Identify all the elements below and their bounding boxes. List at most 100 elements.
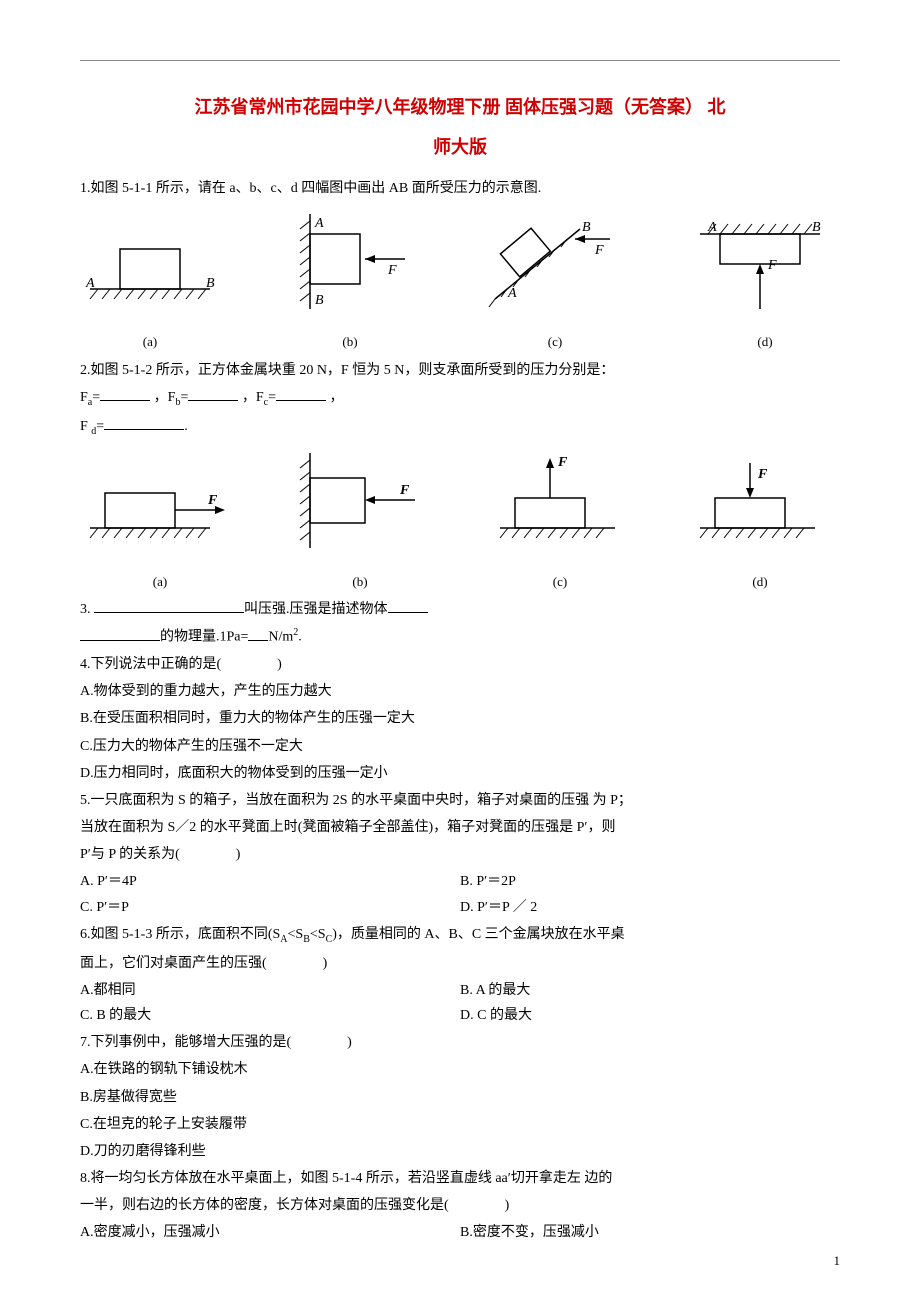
svg-text:B: B [812,220,821,235]
q6-t1: 6.如图 5-1-3 所示，底面积不同(S [80,927,280,942]
diagram-2c: F [480,448,640,558]
q5-opts-row2: C. P′＝P D. P′＝P ／ 2 [80,895,840,920]
q2-period: . [184,419,188,434]
q5-opt-c: C. P′＝P [80,895,460,920]
diagram-1b: A B F [280,209,420,319]
q2-fd-eq: = [96,419,104,434]
svg-text:B: B [582,220,591,235]
q5-opts-row1: A. P′＝4P B. P′＝2P [80,869,840,894]
question-8-line2: 一半，则右边的长方体的密度，长方体对桌面的压强变化是( ) [80,1193,840,1218]
blank-q3-3 [80,626,160,641]
fig-1c: A B F (c) [480,209,630,354]
svg-text:A: A [85,276,95,291]
diagram-1a: A B [80,229,220,319]
diagram-2d: F [680,448,840,558]
question-1: 1.如图 5-1-1 所示，请在 a、b、c、d 四幅图中画出 AB 面所受压力… [80,176,840,201]
figure-row-1: A B (a) A B F (b) [80,209,840,354]
svg-text:A: A [707,220,717,235]
fig-2d-label: (d) [680,570,840,593]
svg-text:F: F [387,263,397,278]
question-2-line3: F d=. [80,414,840,441]
q4-opt-c: C.压力大的物体产生的压强不一定大 [80,734,840,759]
fig-1a-label: (a) [80,330,220,353]
q8-opt-a: A.密度减小，压强减小 [80,1220,460,1245]
q6-t3: <S [310,927,326,942]
blank-fc [276,386,326,401]
question-3-line1: 3. 叫压强.压强是描述物体 [80,597,840,622]
q3-prefix: 3. [80,602,94,617]
diagram-2a: F [80,468,240,558]
svg-text:F: F [767,258,777,273]
fig-2b-label: (b) [280,570,440,593]
q7-opt-a: A.在铁路的钢轨下铺设枕木 [80,1057,840,1082]
question-6-line2: 面上，它们对桌面产生的压强( ) [80,951,840,976]
fig-2c-label: (c) [480,570,640,593]
blank-fb [188,386,238,401]
q4-opt-a: A.物体受到的重力越大，产生的压力越大 [80,679,840,704]
blank-q3-2 [388,598,428,613]
question-6-line1: 6.如图 5-1-3 所示，底面积不同(SA<SB<SC)，质量相同的 A、B、… [80,922,840,949]
q4-opt-b: B.在受压面积相同时，重力大的物体产生的压强一定大 [80,706,840,731]
svg-text:B: B [315,293,324,308]
question-7: 7.下列事例中，能够增大压强的是( ) [80,1030,840,1055]
fig-1b: A B F (b) [280,209,420,354]
q3-mid2: 的物理量.1Pa= [160,630,248,645]
q8-opts-row1: A.密度减小，压强减小 B.密度不变，压强减小 [80,1220,840,1245]
q6-opt-a: A.都相同 [80,978,460,1003]
question-8-line1: 8.将一均匀长方体放在水平桌面上，如图 5-1-4 所示，若沿竖直虚线 aa′切… [80,1166,840,1191]
question-2-line2: Fa= ，Fb= ，Fc= ， [80,385,840,412]
q4-opt-d: D.压力相同时，底面积大的物体受到的压强一定小 [80,761,840,786]
question-5-line1: 5.一只底面积为 S 的箱子，当放在面积为 2S 的水平桌面中央时，箱子对桌面的… [80,788,840,813]
diagram-1c: A B F [480,209,630,319]
q2-fa: F [80,390,88,405]
svg-text:A: A [314,216,324,231]
q2-fc: ，F [242,390,264,405]
q2-fb-eq: = [180,390,188,405]
q6-opt-c: C. B 的最大 [80,1003,460,1028]
q7-opt-c: C.在坦克的轮子上安装履带 [80,1112,840,1137]
q6-sb: B [303,934,310,945]
svg-text:F: F [557,455,568,470]
q6-t4: )，质量相同的 A、B、C 三个金属块放在水平桌 [332,927,624,942]
q3-period: . [298,630,302,645]
fig-1a: A B (a) [80,229,220,354]
title-line2: 师大版 [80,131,840,163]
q6-opts-row1: A.都相同 B. A 的最大 [80,978,840,1003]
question-3-line2: 的物理量.1Pa=N/m2. [80,624,840,650]
q6-opt-b: B. A 的最大 [460,978,840,1003]
blank-fa [100,386,150,401]
q5-opt-b: B. P′＝2P [460,869,840,894]
svg-text:F: F [757,467,768,482]
fig-1c-label: (c) [480,330,630,353]
q5-opt-a: A. P′＝4P [80,869,460,894]
q5-opt-d: D. P′＝P ／ 2 [460,895,840,920]
q2-comma: ， [330,390,344,405]
q2-fa-eq: = [92,390,100,405]
svg-text:F: F [207,493,218,508]
svg-text:F: F [594,243,604,258]
q7-opt-d: D.刀的刃磨得锋利些 [80,1139,840,1164]
svg-text:F: F [399,483,410,498]
fig-2a-label: (a) [80,570,240,593]
blank-fd [104,415,184,430]
fig-2c: F (c) [480,448,640,593]
q3-mid1: 叫压强.压强是描述物体 [244,602,388,617]
q2-fb: ，F [154,390,176,405]
question-5-line3: P′与 P 的关系为( ) [80,842,840,867]
fig-2b: F (b) [280,448,440,593]
diagram-1d: A B F [690,209,840,319]
q8-opt-b: B.密度不变，压强减小 [460,1220,840,1245]
fig-2d: F (d) [680,448,840,593]
figure-row-2: F (a) F (b) [80,448,840,593]
diagram-2b: F [280,448,440,558]
q6-t2: <S [288,927,304,942]
q6-opts-row2: C. B 的最大 D. C 的最大 [80,1003,840,1028]
blank-q3-4 [248,626,268,641]
q2-fd: F [80,419,91,434]
blank-q3-1 [94,598,244,613]
page-number: 1 [834,1249,841,1272]
title-line1: 江苏省常州市花园中学八年级物理下册 固体压强习题（无答案） 北 [80,91,840,123]
svg-text:B: B [206,276,215,291]
question-4: 4.下列说法中正确的是( ) [80,652,840,677]
question-2-line1: 2.如图 5-1-2 所示，正方体金属块重 20 N，F 恒为 5 N，则支承面… [80,358,840,383]
